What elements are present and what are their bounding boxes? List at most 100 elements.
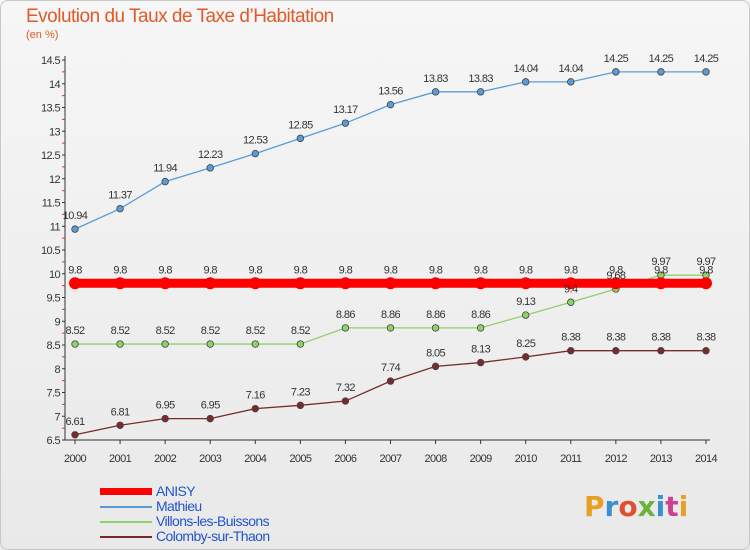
data-label: 9.68 xyxy=(606,270,625,282)
data-label: 8.05 xyxy=(426,347,445,359)
chart-legend: ANISY Mathieu Villons-les-Buissons Colomby-… xyxy=(100,484,270,544)
x-tick-label: 2014 xyxy=(695,453,718,465)
data-point xyxy=(429,277,442,290)
data-label: 6.95 xyxy=(201,400,220,412)
data-point xyxy=(476,88,485,96)
data-point xyxy=(657,68,665,76)
x-tick-label: 2004 xyxy=(244,453,267,465)
data-label: 8.38 xyxy=(696,332,715,344)
data-point xyxy=(296,340,305,348)
data-point xyxy=(431,324,440,332)
data-point xyxy=(206,340,214,348)
data-point xyxy=(384,277,397,290)
data-label: 9.8 xyxy=(249,264,263,276)
data-point xyxy=(161,177,169,186)
data-label: 13.83 xyxy=(423,73,448,85)
legend-swatch xyxy=(100,520,152,523)
legend-label: Mathieu xyxy=(156,498,202,514)
data-point xyxy=(339,277,352,290)
data-label: 9.8 xyxy=(564,264,578,276)
data-point xyxy=(341,397,350,405)
legend-item: ANISY xyxy=(100,484,270,499)
data-point xyxy=(612,68,620,76)
data-point xyxy=(71,431,79,439)
data-point xyxy=(116,421,124,429)
data-label: 8.86 xyxy=(471,309,490,321)
chart-title: Evolution du Taux de Taxe d’Habitation xyxy=(26,6,334,27)
data-label: 14.04 xyxy=(559,63,584,75)
line-chart: 6.5 7 7.5 8 8.5 9 9.5 10 10.5 11 11.5 12 12.5 13 13.5 1… xyxy=(41,53,720,465)
x-tick-label: 2007 xyxy=(379,453,402,465)
data-label: 13.17 xyxy=(333,104,358,116)
legend-item: Mathieu xyxy=(100,499,270,514)
data-label: 12.85 xyxy=(288,119,313,131)
logo-letter: r xyxy=(604,490,619,523)
y-tick-label: 13.5 xyxy=(41,103,60,115)
y-tick-label: 8 xyxy=(54,364,60,376)
data-label: 9.8 xyxy=(68,264,82,276)
data-point xyxy=(567,78,575,86)
y-tick-label: 7 xyxy=(54,411,60,423)
x-tick-label: 2012 xyxy=(605,453,628,465)
data-labels-layer: 9.8 9.8 9.8 9.8 9.8 9.8 9.8 9.8 9.8 9.8 9.8 9.8 9.8 9… xyxy=(63,53,720,428)
x-tick-label: 2008 xyxy=(425,453,448,465)
data-label: 9.8 xyxy=(519,264,533,276)
data-label: 9.8 xyxy=(654,264,668,276)
logo-letter: i xyxy=(655,490,666,523)
data-label: 7.32 xyxy=(336,382,355,394)
data-label: 9.8 xyxy=(429,264,443,276)
x-tick-label: 2006 xyxy=(334,453,357,465)
y-tick-label: 12 xyxy=(49,174,61,186)
y-tick-label: 10 xyxy=(49,269,61,281)
data-label: 7.23 xyxy=(291,386,310,398)
legend-label: ANISY xyxy=(156,483,196,499)
data-point xyxy=(386,100,395,109)
data-label: 8.52 xyxy=(291,325,310,337)
data-point xyxy=(204,277,217,290)
data-label: 12.23 xyxy=(198,149,223,161)
data-label: 7.16 xyxy=(246,390,265,402)
x-tick-label: 2001 xyxy=(109,453,132,465)
data-label: 14.25 xyxy=(604,53,629,65)
data-point xyxy=(206,164,214,172)
data-label: 9.8 xyxy=(158,264,172,276)
data-point xyxy=(474,277,487,290)
data-point xyxy=(519,277,532,290)
data-point xyxy=(69,277,81,290)
legend-swatch xyxy=(100,535,152,538)
data-label: 8.52 xyxy=(111,325,130,337)
data-point xyxy=(700,277,712,290)
series-layer xyxy=(69,68,712,439)
x-tick-label: 2013 xyxy=(650,453,673,465)
data-label: 8.38 xyxy=(606,332,625,344)
data-label: 14.04 xyxy=(513,63,538,75)
y-tick-label: 8.5 xyxy=(47,340,61,352)
data-point xyxy=(476,324,485,332)
data-label: 13.83 xyxy=(468,73,493,85)
y-tick-label: 6.5 xyxy=(47,435,61,447)
data-point xyxy=(71,340,79,348)
y-tick-label: 9 xyxy=(54,316,60,328)
y-tick-label: 10.5 xyxy=(41,245,60,257)
proxiti-logo: Proxiti xyxy=(584,490,688,523)
y-tick-label: 9.5 xyxy=(47,293,61,305)
data-label: 11.37 xyxy=(108,190,132,202)
data-label: 9.97 xyxy=(696,256,715,268)
data-label: 11.94 xyxy=(153,163,177,175)
data-label: 6.81 xyxy=(111,406,130,418)
data-label: 8.86 xyxy=(426,309,445,321)
logo-letter: P xyxy=(584,490,605,523)
x-tick-label: 2000 xyxy=(64,453,87,465)
x-tick-label: 2005 xyxy=(289,453,312,465)
data-label: 8.86 xyxy=(381,309,400,321)
y-tick-label: 13 xyxy=(49,126,61,138)
data-point xyxy=(476,358,485,367)
x-tick-label: 2009 xyxy=(470,453,493,465)
data-label: 6.95 xyxy=(156,400,175,412)
data-label: 8.52 xyxy=(156,325,175,337)
logo-letter: o xyxy=(618,490,638,523)
data-point xyxy=(431,362,440,371)
data-label: 8.52 xyxy=(65,325,84,337)
data-point xyxy=(612,347,620,355)
data-point xyxy=(702,68,710,76)
